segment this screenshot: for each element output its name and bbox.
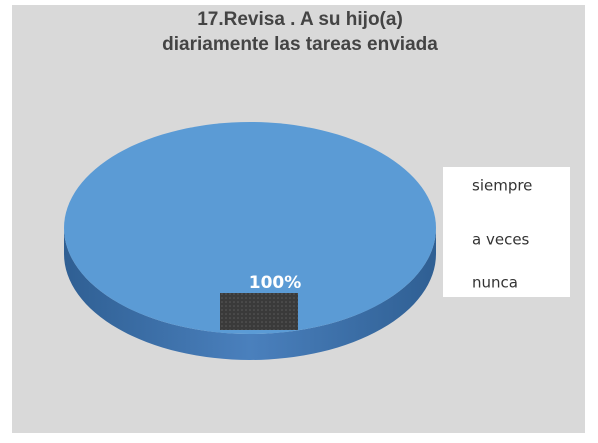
pie-slice: [64, 122, 436, 334]
chart-title: diariamente las tareas enviada: [162, 34, 438, 55]
legend-label: a veces: [472, 231, 530, 249]
legend-label: siempre: [472, 177, 532, 195]
pie-side: [64, 228, 436, 360]
legend-box: [443, 167, 570, 297]
pie: [64, 122, 436, 360]
chart-title: 17.Revisa . A su hijo(a): [197, 9, 403, 30]
data-label-box: [220, 293, 298, 330]
data-label: 100%: [249, 273, 302, 293]
legend-label: nunca: [472, 274, 518, 292]
